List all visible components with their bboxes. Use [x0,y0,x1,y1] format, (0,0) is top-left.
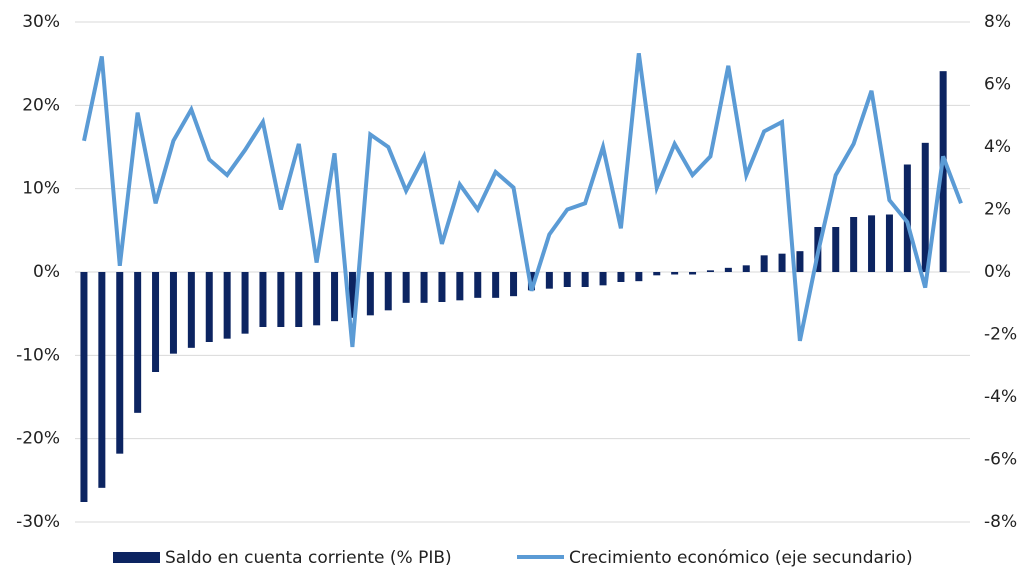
bar [921,142,929,272]
bar [706,270,714,272]
bar [903,164,911,272]
line [82,53,963,348]
bar [796,251,804,272]
bar [456,272,464,301]
bar [492,272,500,298]
bar [134,272,142,413]
bar [545,272,553,289]
bar [223,272,231,339]
bar [689,272,697,275]
y2-tick-label: 0% [984,262,1011,282]
bar [653,272,661,276]
bar [402,272,410,303]
bar [205,272,213,342]
y-tick-label: 10% [22,179,60,199]
bar [259,272,267,327]
bar [420,272,428,303]
bar [742,265,750,272]
y2-tick-label: 2% [984,200,1011,220]
bar [510,272,518,297]
bar [617,272,625,282]
bar [635,272,643,282]
bar [116,272,124,454]
bar [850,217,858,272]
y-tick-label: 30% [22,12,60,32]
legend-label: Saldo en cuenta corriente (% PIB) [165,548,452,568]
legend-swatch [113,552,160,563]
y2-tick-label: 4% [984,137,1011,157]
bar [313,272,321,326]
bar [80,272,88,502]
bar [474,272,482,298]
bar [438,272,446,302]
bar [778,253,786,272]
bar [724,267,732,272]
bar [939,71,947,273]
y2-tick-label: -2% [984,325,1017,345]
bar [581,272,589,287]
y-tick-label: -10% [16,345,60,365]
y2-tick-label: 6% [984,75,1011,95]
bar [98,272,106,488]
bar [671,272,679,275]
bar [331,272,339,322]
bar [384,272,392,311]
y2-tick-label: 8% [984,12,1011,32]
y2-tick-label: -4% [984,387,1017,407]
legend-label: Crecimiento económico (eje secundario) [569,548,913,568]
bar [277,272,285,327]
y-tick-label: -30% [16,512,60,532]
bar [885,214,893,272]
bar [187,272,195,348]
bar [241,272,249,334]
bar [563,272,571,287]
y2-tick-label: -6% [984,450,1017,470]
bar [868,215,876,272]
bar [295,272,303,327]
bar [169,272,177,354]
bar [832,227,840,272]
y-tick-label: -20% [16,429,60,449]
y-tick-label: 20% [22,95,60,115]
bar [599,272,607,286]
bar [348,272,356,318]
bar [760,255,768,272]
y-tick-label: 0% [33,262,60,282]
bar [366,272,374,316]
y2-tick-label: -8% [984,512,1017,532]
bar [152,272,160,372]
